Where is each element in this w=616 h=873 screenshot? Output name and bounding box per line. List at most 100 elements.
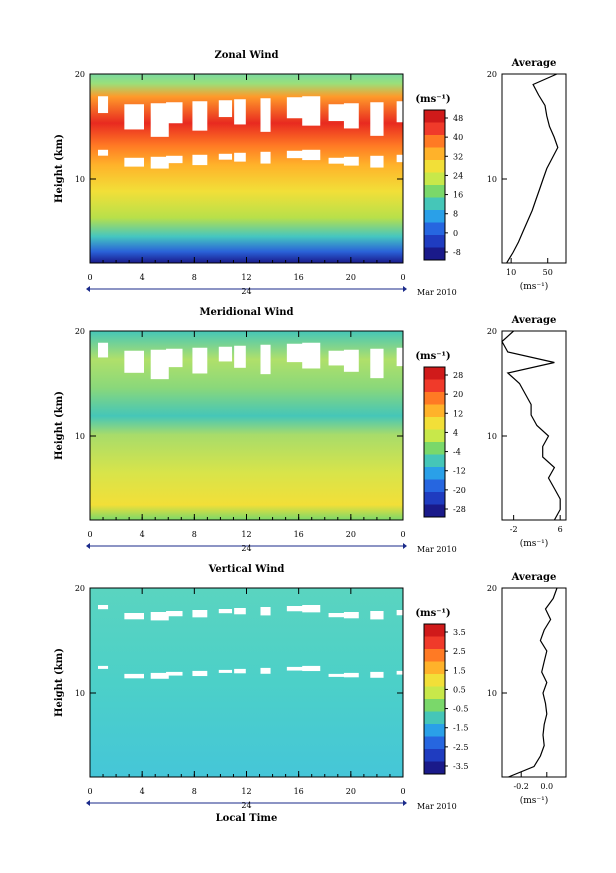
missing-data (370, 671, 384, 678)
missing-data (218, 669, 233, 673)
colorbar-label: 1.5 (453, 666, 466, 675)
colorbar-label: 0 (453, 229, 458, 238)
missing-data (150, 612, 169, 621)
colorbar-frame (423, 623, 446, 775)
day-bar-arrow-left (86, 286, 90, 292)
colorbar-label: 20 (453, 390, 463, 399)
missing-data (328, 157, 346, 164)
colorbar-swatch (424, 392, 445, 405)
missing-data (302, 665, 321, 672)
missing-data (166, 102, 183, 124)
profile-y-label: 10 (487, 689, 497, 698)
x-tick-label: 4 (140, 787, 145, 796)
x-tick-label: 4 (140, 530, 145, 539)
colorbar-swatch (424, 649, 445, 662)
profile-title: Average (511, 572, 557, 583)
colorbar-swatch (424, 686, 445, 700)
colorbar-swatch (424, 110, 445, 123)
missing-data (286, 606, 307, 612)
missing-data (302, 605, 321, 613)
y-tick-label: 10 (75, 175, 85, 184)
missing-data (396, 347, 409, 367)
missing-data (260, 607, 271, 616)
colorbar-swatch (424, 636, 445, 650)
x-tick-label: 20 (346, 787, 356, 796)
missing-data (396, 154, 409, 163)
missing-data (343, 672, 359, 678)
missing-data (260, 344, 271, 375)
missing-data (192, 154, 208, 166)
colorbar-swatch (424, 724, 445, 737)
missing-data (166, 611, 183, 617)
colorbar-swatch (424, 404, 445, 418)
missing-data (328, 673, 346, 677)
profile-x-axis-label: (ms⁻¹) (520, 795, 549, 806)
date-label: Mar 2010 (417, 545, 457, 554)
x-axis-label: Local Time (216, 813, 278, 824)
colorbar-label: -8 (453, 248, 461, 257)
colorbar-swatch (424, 711, 445, 725)
missing-data (328, 350, 346, 366)
missing-data (218, 346, 233, 362)
missing-data (218, 153, 233, 160)
colorbar-swatch (424, 674, 445, 687)
colorbar-label: -20 (453, 486, 466, 495)
missing-data (370, 348, 384, 379)
profile-x-label: -0.2 (513, 782, 528, 791)
colorbar-label: 32 (453, 152, 463, 161)
missing-data (166, 155, 183, 164)
missing-data (328, 613, 346, 618)
colorbar-swatch (424, 135, 445, 148)
colorbar-swatch (424, 429, 445, 443)
day-bar-arrow-right (403, 543, 407, 549)
colorbar-label: -2.5 (453, 743, 468, 752)
colorbar-swatch (424, 761, 445, 775)
x-tick-label: 0 (400, 530, 405, 539)
missing-data (98, 149, 109, 156)
colorbar-swatch (424, 222, 445, 236)
colorbar-swatch (424, 247, 445, 261)
missing-data (218, 609, 233, 614)
profile-title: Average (511, 58, 557, 69)
profile-y-label: 20 (487, 327, 497, 336)
missing-data (343, 612, 359, 619)
profile-y-label: 10 (487, 432, 497, 441)
x-tick-label: 0 (87, 787, 92, 796)
profile-frame (501, 330, 567, 521)
day-bar-arrow-right (403, 800, 407, 806)
profile-y-label: 20 (487, 70, 497, 79)
missing-data (124, 613, 144, 620)
missing-data (124, 157, 144, 167)
colorbar-swatch (424, 467, 445, 480)
panel-title: Zonal Wind (214, 50, 278, 61)
x-tick-label: 12 (241, 273, 251, 282)
profile-frame (501, 73, 567, 264)
missing-data (286, 666, 307, 671)
colorbar-swatch (424, 367, 445, 380)
x-tick-label: 16 (294, 787, 304, 796)
missing-data (286, 343, 307, 363)
colorbar-frame (423, 109, 446, 261)
y-tick-label: 20 (75, 584, 85, 593)
colorbar-label: 8 (453, 210, 458, 219)
missing-data (98, 665, 109, 669)
colorbar-label: 4 (453, 428, 458, 437)
missing-data (166, 348, 183, 368)
x-tick-label: 8 (192, 530, 197, 539)
colorbar-swatch (424, 379, 445, 393)
missing-data (124, 673, 144, 679)
day-marker: 24 (241, 544, 251, 553)
day-bar-arrow-left (86, 800, 90, 806)
missing-data (98, 605, 109, 610)
x-tick-label: 8 (192, 273, 197, 282)
missing-data (396, 610, 409, 616)
colorbar-label: 12 (453, 409, 463, 418)
missing-data (124, 350, 144, 373)
panel-title: Meridional Wind (199, 307, 293, 318)
colorbar-swatch (424, 492, 445, 505)
missing-data (98, 342, 109, 358)
x-tick-label: 12 (241, 530, 251, 539)
colorbar-swatch (424, 235, 445, 248)
y-tick-label: 10 (75, 689, 85, 698)
missing-data (166, 671, 183, 676)
